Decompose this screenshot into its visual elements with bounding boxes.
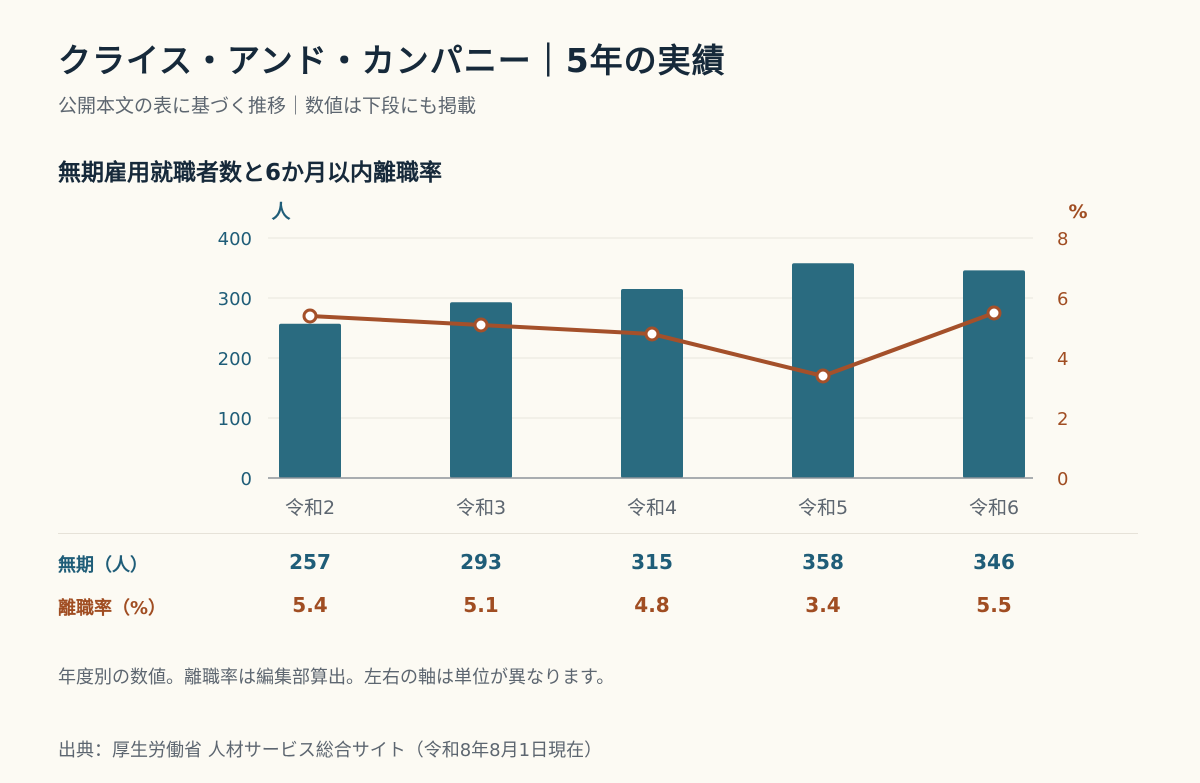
line-point (815, 368, 831, 384)
right-axis-tick-label: 8 (1057, 229, 1068, 250)
right-axis-unit-label: % (1068, 201, 1087, 223)
bar (279, 323, 341, 478)
table-cell-permanent: 358 (802, 550, 844, 574)
line-point (644, 326, 660, 342)
left-axis-tick-label: 400 (218, 229, 252, 250)
chart-note: 年度別の数値。離職率は編集部算出。左右の軸は単位が異なります。 (58, 667, 615, 688)
bar (450, 302, 512, 478)
line-point (986, 305, 1002, 321)
tick-labels: 0 100 200 300 400 0 2 4 6 8 令和2 令和3 令和4 令和5 令和6 (218, 229, 1069, 519)
right-axis-tick-label: 4 (1057, 349, 1068, 370)
table-cell-permanent: 315 (631, 550, 673, 574)
line-point (302, 308, 318, 324)
x-axis-tick-label: 令和2 (285, 497, 335, 519)
source-note: 出典：厚生労働省 人材サービス総合サイト（令和8年8月1日現在） (58, 740, 603, 761)
x-axis-tick-label: 令和5 (798, 497, 848, 519)
left-axis-tick-label: 100 (218, 409, 252, 430)
row-label-turnover: 離職率（%） (58, 598, 167, 619)
bar-series (279, 263, 1025, 478)
right-axis-tick-label: 0 (1057, 469, 1068, 490)
row-label-permanent: 無期（人） (58, 555, 148, 576)
right-axis-tick-label: 2 (1057, 409, 1068, 430)
table-cell-turnover: 5.4 (292, 593, 328, 617)
table-cell-permanent: 293 (460, 550, 502, 574)
table-divider (58, 533, 1138, 534)
table-cell-permanent: 346 (973, 550, 1015, 574)
x-axis-tick-label: 令和3 (456, 497, 506, 519)
left-axis-tick-label: 300 (218, 289, 252, 310)
table-cell-turnover: 5.1 (463, 593, 499, 617)
table-cell-turnover: 5.5 (976, 593, 1012, 617)
page-subtitle: 公開本文の表に基づく推移｜数値は下段にも掲載 (58, 95, 477, 117)
combo-chart: 0 100 200 300 400 0 2 4 6 8 令和2 令和3 令和4 令和5 令和6 人 % (218, 201, 1088, 519)
right-axis-tick-label: 6 (1057, 289, 1068, 310)
chart-title: 無期雇用就職者数と6か月以内離職率 (58, 160, 443, 186)
table-cell-turnover: 3.4 (805, 593, 841, 617)
left-axis-tick-label: 0 (241, 469, 252, 490)
page-title: クライス・アンド・カンパニー｜5年の実績 (58, 41, 726, 80)
bar (963, 270, 1025, 478)
line-series (302, 305, 1002, 384)
x-axis-tick-label: 令和6 (969, 497, 1019, 519)
x-axis-tick-label: 令和4 (627, 497, 677, 519)
table-cell-permanent: 257 (289, 550, 331, 574)
table-cell-turnover: 4.8 (634, 593, 670, 617)
line-point (473, 317, 489, 333)
left-axis-unit-label: 人 (271, 201, 291, 223)
bar (621, 289, 683, 478)
left-axis-tick-label: 200 (218, 349, 252, 370)
